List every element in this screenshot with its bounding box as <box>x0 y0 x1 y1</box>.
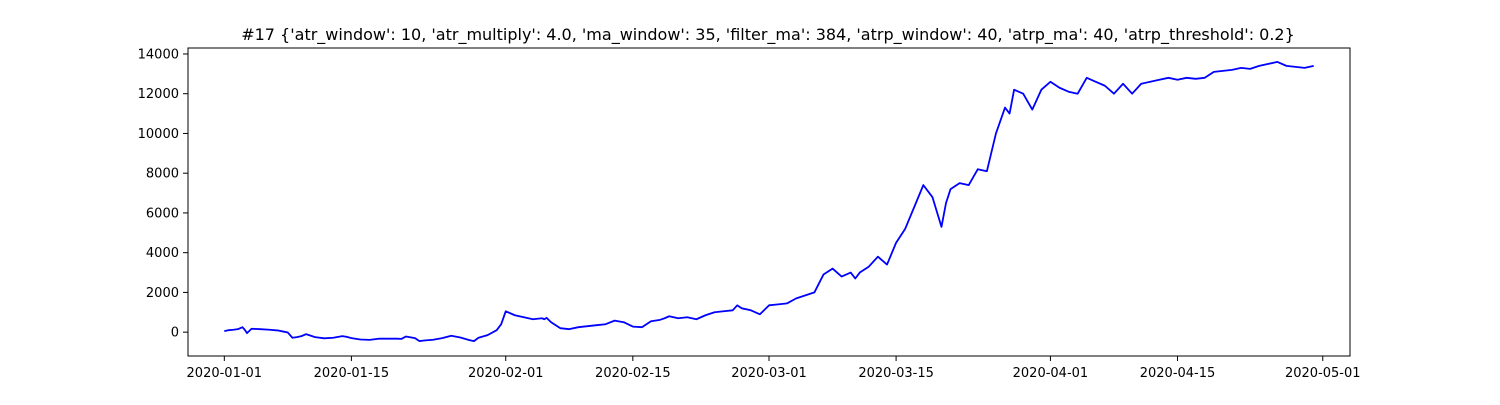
chart-title: #17 {'atr_window': 10, 'atr_multiply': 4… <box>241 25 1295 45</box>
y-axis: 0 2000 4000 6000 8000 10000 12000 14000 <box>138 47 188 341</box>
y-tick-label: 8000 <box>146 167 179 182</box>
x-tick-label: 2020-03-15 <box>858 366 934 381</box>
series-line <box>224 61 1314 343</box>
series-layer <box>224 61 1314 343</box>
y-tick-label: 0 <box>171 326 179 341</box>
y-tick-label: 4000 <box>146 246 179 261</box>
x-tick-label: 2020-02-15 <box>595 366 671 381</box>
plot-area-frame <box>187 47 1351 357</box>
x-axis: 2020-01-01 2020-01-15 2020-02-01 2020-02-15… <box>187 356 1361 381</box>
x-tick-label: 2020-05-01 <box>1285 366 1361 381</box>
x-tick-label: 2020-04-01 <box>1013 366 1089 381</box>
y-tick-label: 12000 <box>138 87 179 102</box>
y-tick-label: 6000 <box>146 206 179 221</box>
y-tick-label: 14000 <box>138 47 179 62</box>
x-tick-label: 2020-02-01 <box>468 366 544 381</box>
x-tick-label: 2020-04-15 <box>1140 366 1216 381</box>
y-tick-label: 10000 <box>138 127 179 142</box>
x-tick-label: 2020-03-01 <box>731 366 807 381</box>
x-tick-label: 2020-01-01 <box>187 366 263 381</box>
x-tick-label: 2020-01-15 <box>314 366 390 381</box>
y-tick-label: 2000 <box>146 286 179 301</box>
